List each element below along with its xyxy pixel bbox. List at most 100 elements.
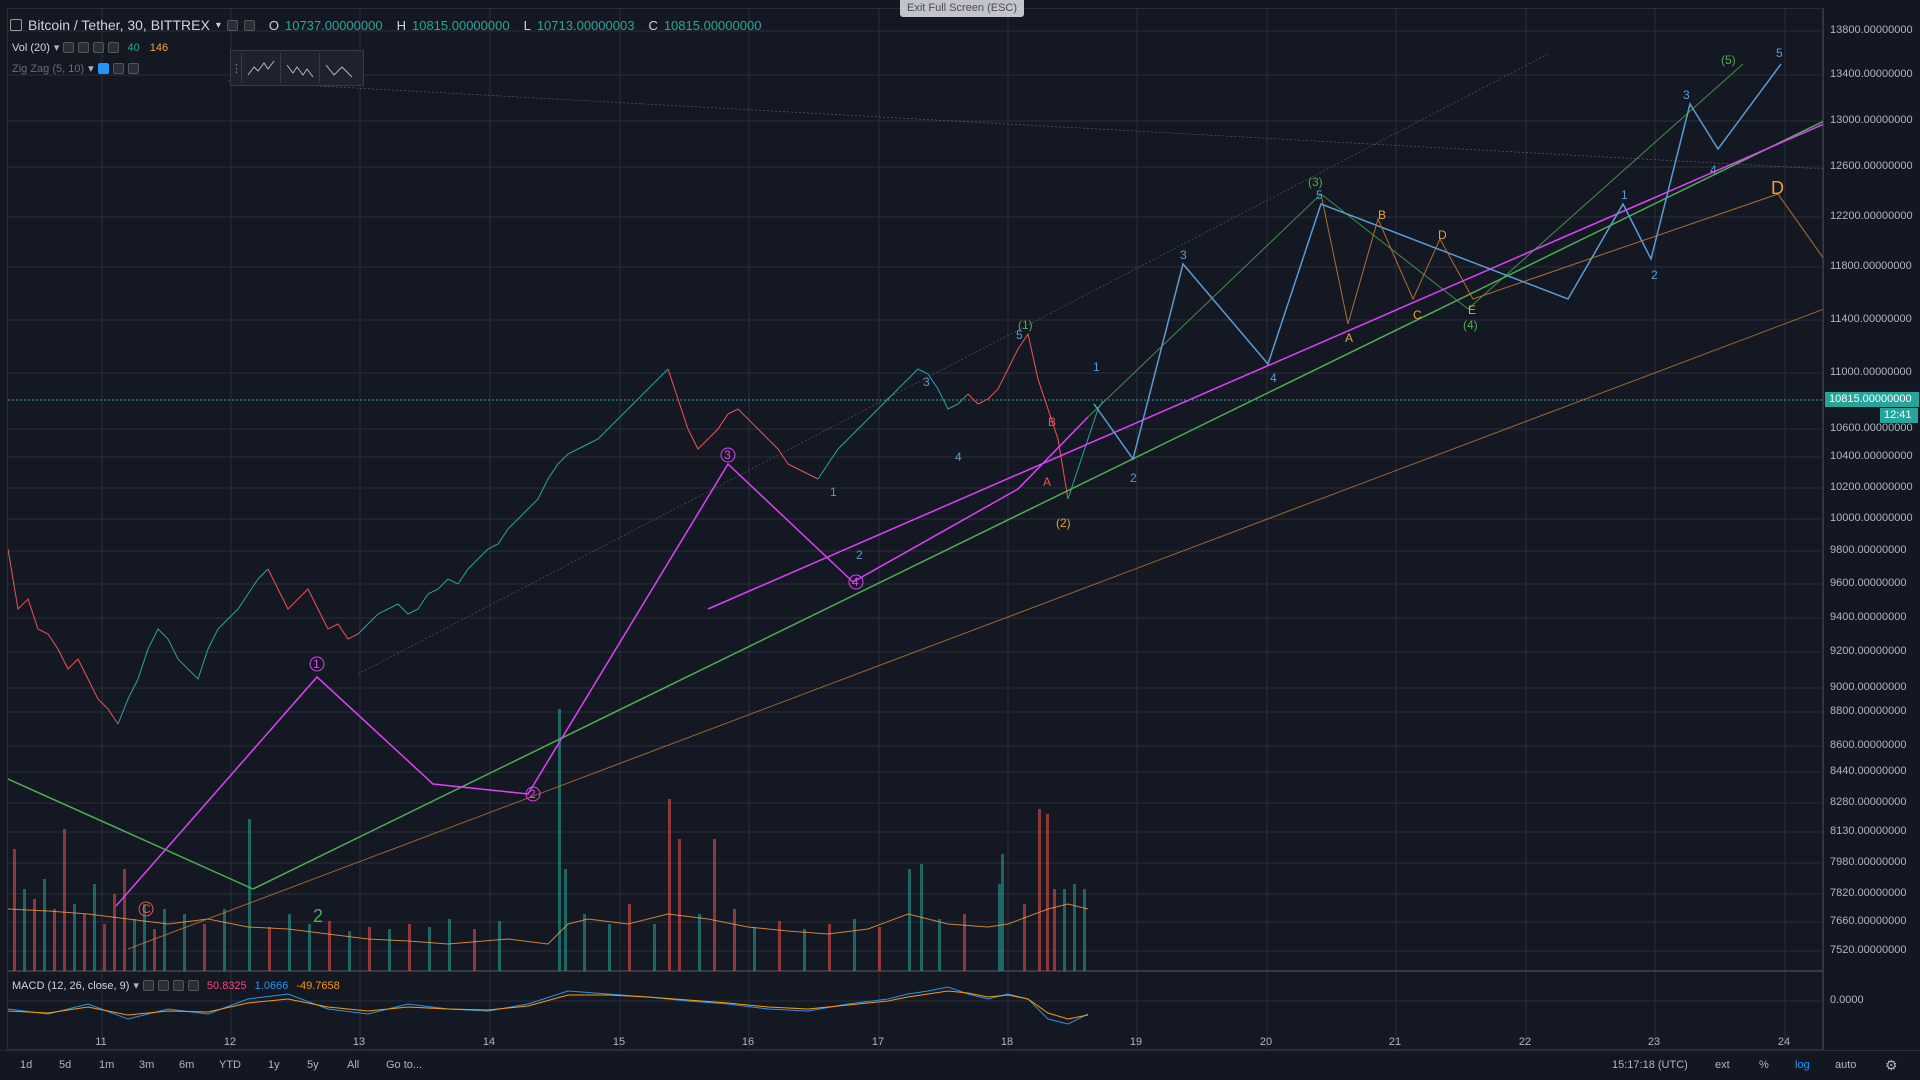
price-axis[interactable]: 13800.00000000 13400.00000000 13000.0000… [1823, 8, 1920, 1050]
range-ytd-button[interactable]: YTD [219, 1059, 241, 1071]
chevron-down-icon[interactable]: ▾ [88, 63, 94, 75]
macd-label[interactable]: MACD (12, 26, close, 9) [12, 979, 130, 992]
extended-hours-toggle[interactable]: ext [1715, 1059, 1730, 1071]
range-5y-button[interactable]: 5y [307, 1059, 319, 1071]
log-scale-toggle[interactable]: log [1795, 1059, 1810, 1071]
legend-collapse-icon[interactable] [10, 19, 22, 31]
time-axis-label: 20 [1259, 1036, 1273, 1048]
range-1m-button[interactable]: 1m [99, 1059, 115, 1071]
legend-settings-icon[interactable] [226, 19, 238, 31]
price-tick: 9600.00000000 [1830, 577, 1907, 589]
price-tick: 9000.00000000 [1830, 681, 1907, 693]
settings-icon[interactable] [78, 42, 90, 53]
symbol-title[interactable]: Bitcoin / Tether, 30, BITTREX [28, 17, 210, 33]
ohlc-high-key: H [396, 17, 406, 33]
chevron-down-icon[interactable]: ▾ [53, 42, 60, 54]
wave-tool-a-e[interactable] [280, 53, 319, 83]
zigzag-indicator-legend: Zig Zag (5, 10) ▾ [12, 62, 139, 75]
percent-scale-toggle[interactable]: % [1759, 1059, 1769, 1071]
chart-area[interactable]: 1 2 3 4 C 2 D (5) 5 3 4 1 2 3 4 5 1 2 (3… [7, 8, 1824, 1051]
volume-ma-line [8, 903, 1089, 945]
trendline-dotted-gray[interactable] [227, 80, 1824, 170]
time-axis-label: 19 [1129, 1036, 1143, 1048]
price-tick: 13400.00000000 [1830, 68, 1913, 80]
price-tick: 10200.00000000 [1830, 481, 1913, 493]
drag-handle-icon[interactable]: ⋮ [231, 62, 242, 75]
close-icon[interactable] [108, 42, 120, 53]
price-tick: 9400.00000000 [1830, 611, 1907, 623]
volume-ma-value: 146 [149, 41, 169, 54]
price-tick: 12600.00000000 [1830, 160, 1913, 172]
ohlc-close-value: 10815.00000000 [663, 17, 762, 33]
time-axis-label: 23 [1647, 1036, 1661, 1048]
trendline-green-upper-left[interactable] [8, 778, 254, 890]
eye-icon[interactable] [142, 980, 154, 991]
eye-icon[interactable] [63, 42, 75, 53]
price-tick: 10400.00000000 [1830, 450, 1913, 462]
gear-icon[interactable]: ⚙ [1885, 1057, 1898, 1073]
ohlc-open-key: O [268, 17, 279, 33]
time-axis-label: 22 [1518, 1036, 1532, 1048]
wave-path-green-projection[interactable] [1087, 63, 1744, 418]
auto-scale-toggle[interactable]: auto [1835, 1059, 1857, 1071]
price-tick: 8800.00000000 [1830, 705, 1907, 717]
range-5d-button[interactable]: 5d [59, 1059, 72, 1071]
time-axis-label: 24 [1777, 1036, 1791, 1048]
time-axis-label: 13 [352, 1036, 366, 1048]
range-3m-button[interactable]: 3m [139, 1059, 155, 1071]
wave-ae-icon [286, 64, 314, 78]
exit-fullscreen-button[interactable]: Exit Full Screen (ESC) [900, 0, 1024, 17]
trendline-green-main[interactable] [252, 120, 1824, 890]
volume-indicator-label[interactable]: Vol (20) [12, 41, 50, 54]
range-6m-button[interactable]: 6m [179, 1059, 195, 1071]
macd-zero-tick: 0.0000 [1830, 994, 1864, 1006]
wave-ac-icon [325, 64, 353, 78]
chevron-down-icon[interactable]: ▾ [133, 980, 139, 992]
utc-clock[interactable]: 15:17:18 (UTC) [1612, 1059, 1688, 1071]
legend-hide-icon[interactable] [243, 19, 255, 31]
price-tick: 9800.00000000 [1830, 544, 1907, 556]
range-all-button[interactable]: All [347, 1059, 360, 1071]
ohlc-low-key: L [523, 17, 531, 33]
price-tick: 13800.00000000 [1830, 24, 1913, 36]
close-icon[interactable] [187, 980, 199, 991]
wave-path-orange-projection[interactable] [1320, 193, 1824, 325]
price-tick: 9200.00000000 [1830, 645, 1907, 657]
price-tick: 8280.00000000 [1830, 796, 1907, 808]
price-tick: 8130.00000000 [1830, 825, 1907, 837]
macd-legend: MACD (12, 26, close, 9) ▾ 50.8325 1.0666… [12, 979, 340, 993]
zigzag-indicator-label[interactable]: Zig Zag (5, 10) [12, 62, 85, 75]
chart-legend: Bitcoin / Tether, 30, BITTREX ▾ O 10737.… [10, 17, 761, 33]
trendline-dotted-gray-2[interactable] [357, 53, 1549, 675]
chevron-down-icon[interactable]: ▾ [215, 19, 221, 31]
grid [8, 9, 1824, 1051]
floating-drawing-toolbox[interactable]: ⋮ [230, 50, 364, 86]
wave-15-icon [247, 60, 275, 76]
settings-icon[interactable] [112, 63, 124, 74]
macd-line [8, 986, 1089, 1025]
trendline-orange[interactable] [127, 308, 1824, 950]
range-1y-button[interactable]: 1y [268, 1059, 280, 1071]
macd-histogram-value: 50.8325 [206, 979, 247, 992]
bottom-toolbar: 1d 5d 1m 3m 6m YTD 1y 5y All Go to... 15… [0, 1050, 1920, 1080]
range-1d-button[interactable]: 1d [20, 1059, 33, 1071]
chart-canvas[interactable] [8, 9, 1824, 1051]
goto-date-button[interactable]: Go to... [386, 1059, 423, 1071]
wave-tool-a-c[interactable] [319, 53, 358, 83]
close-icon[interactable] [127, 63, 139, 74]
wave-path-magenta[interactable] [115, 416, 1089, 907]
wave-path-blue-projection[interactable] [1093, 63, 1782, 461]
price-tick: 11000.00000000 [1830, 366, 1912, 378]
settings-icon[interactable] [157, 980, 169, 991]
plus-icon[interactable] [93, 42, 105, 53]
macd-signal-value: -49.7658 [296, 979, 340, 992]
wave-tool-1-5[interactable] [241, 53, 280, 83]
ohlc-low-value: 10713.00000003 [536, 17, 635, 33]
eye-icon[interactable] [97, 63, 109, 74]
price-tick: 13000.00000000 [1830, 114, 1913, 126]
trendline-magenta[interactable] [707, 123, 1824, 610]
price-tick: 10600.00000000 [1830, 422, 1913, 434]
price-tick: 8440.00000000 [1830, 765, 1907, 777]
ohlc-high-value: 10815.00000000 [411, 17, 510, 33]
plus-icon[interactable] [172, 980, 184, 991]
